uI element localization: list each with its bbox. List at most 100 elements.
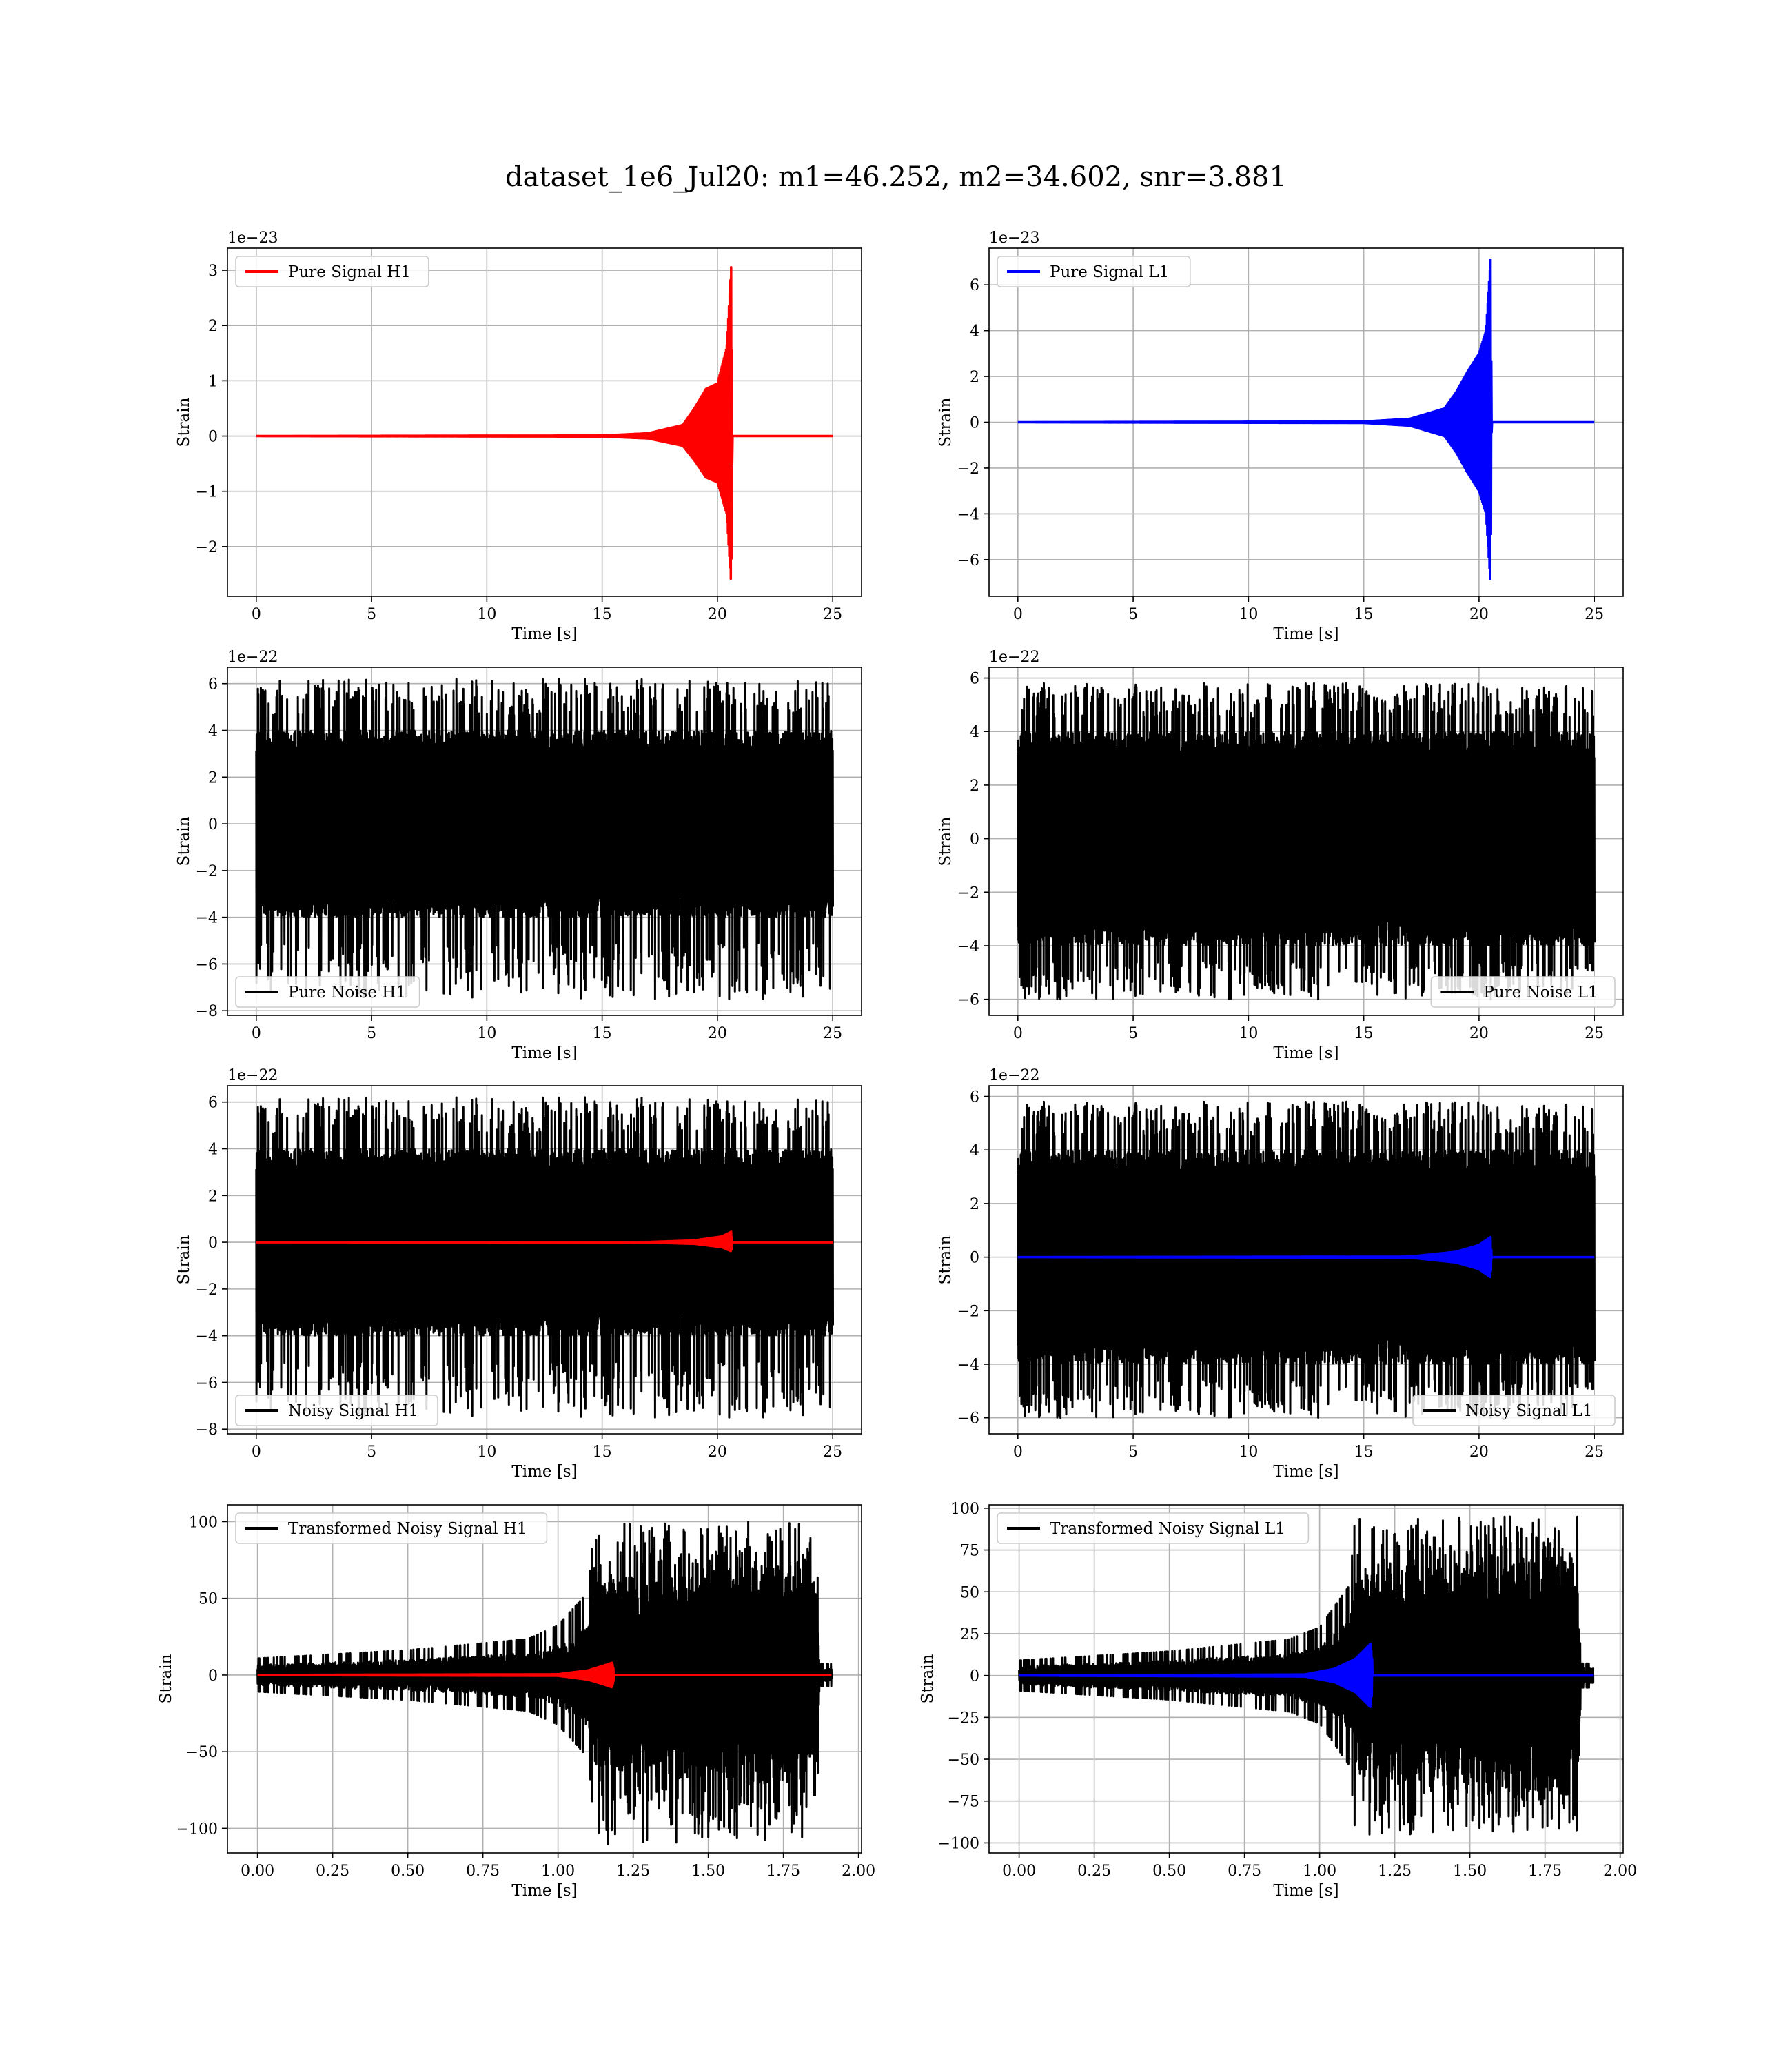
y-tick-label: −2 bbox=[957, 460, 979, 478]
legend-box bbox=[997, 1512, 1310, 1544]
series-line bbox=[1018, 1515, 1595, 1836]
y-tick-label: −4 bbox=[196, 910, 218, 927]
y-tick-label: 3 bbox=[208, 263, 218, 280]
x-tick-label: 25 bbox=[823, 1443, 842, 1461]
x-tick-label: 0 bbox=[1013, 1025, 1023, 1042]
legend-box bbox=[1430, 976, 1616, 1008]
x-tick-label: 10 bbox=[477, 606, 496, 623]
noisy-signal-h1-axes: 0 5 10 15 20 25 −8 −6 −4 −2 0 2 4 6 Time [s] Strain 1e−2… bbox=[175, 1067, 862, 1481]
x-tick-label: 10 bbox=[477, 1025, 496, 1042]
x-tick-label: 20 bbox=[1469, 606, 1489, 623]
transformed-noisy-signal-l1-plot-area bbox=[1018, 1515, 1595, 1836]
legend: Pure Noise L1 bbox=[1430, 976, 1616, 1008]
x-axis-label: Time [s] bbox=[1273, 1463, 1338, 1481]
x-tick-label: 5 bbox=[367, 606, 376, 623]
y-tick-label: 6 bbox=[208, 676, 218, 693]
y-tick-label: −25 bbox=[948, 1710, 979, 1727]
x-tick-label: 1.00 bbox=[1303, 1863, 1336, 1880]
legend: Pure Noise H1 bbox=[235, 976, 420, 1008]
y-axis-label: Strain bbox=[175, 816, 193, 866]
x-tick-label: 5 bbox=[367, 1443, 376, 1461]
axis-offset-text: 1e−23 bbox=[989, 230, 1039, 247]
noisy-signal-l1-plot-area bbox=[1017, 1100, 1596, 1419]
y-tick-label: 0 bbox=[970, 1668, 979, 1685]
y-tick-label: −4 bbox=[957, 938, 979, 955]
series-line bbox=[1018, 1642, 1594, 1708]
x-tick-label: 10 bbox=[1239, 1025, 1258, 1042]
y-tick-label: 0 bbox=[208, 429, 218, 446]
x-tick-label: 20 bbox=[1469, 1443, 1489, 1461]
x-tick-label: 0.00 bbox=[1002, 1863, 1036, 1880]
y-axis-label: Strain bbox=[937, 1235, 955, 1284]
legend-label: Pure Signal H1 bbox=[288, 263, 411, 281]
y-tick-label: 0 bbox=[208, 1667, 218, 1685]
y-tick-label: −100 bbox=[938, 1835, 979, 1852]
x-tick-label: 15 bbox=[593, 1025, 612, 1042]
y-tick-label: 75 bbox=[960, 1543, 979, 1560]
axis-offset-text: 1e−22 bbox=[227, 1067, 278, 1084]
series-line bbox=[1017, 258, 1596, 581]
y-tick-label: 2 bbox=[208, 318, 218, 335]
legend-label: Transformed Noisy Signal H1 bbox=[288, 1520, 527, 1538]
pure-noise-h1-axes: 0 5 10 15 20 25 −8 −6 −4 −2 0 2 4 6 Time [s] Strain 1e−2… bbox=[175, 649, 862, 1062]
y-tick-label: 1 bbox=[208, 373, 218, 390]
axis-offset-text: 1e−22 bbox=[989, 649, 1039, 666]
y-tick-label: −1 bbox=[196, 484, 218, 501]
legend: Transformed Noisy Signal L1 bbox=[997, 1512, 1310, 1544]
x-tick-label: 5 bbox=[367, 1025, 376, 1042]
y-tick-label: −2 bbox=[957, 1303, 979, 1320]
legend-label: Noisy Signal H1 bbox=[288, 1402, 418, 1420]
pure-signal-h1-axes: 0 5 10 15 20 25 −2 −1 0 1 2 3 Time [s] Strain 1e−23 Pur… bbox=[175, 230, 862, 643]
y-axis-label: Strain bbox=[175, 397, 193, 447]
x-tick-label: 15 bbox=[1354, 1443, 1374, 1461]
legend-label: Pure Signal L1 bbox=[1050, 263, 1169, 281]
x-tick-label: 20 bbox=[1469, 1025, 1489, 1042]
y-tick-label: −6 bbox=[196, 1375, 218, 1392]
legend-label: Transformed Noisy Signal L1 bbox=[1050, 1520, 1285, 1538]
x-tick-label: 1.50 bbox=[691, 1863, 725, 1880]
y-tick-label: 6 bbox=[970, 277, 979, 294]
y-tick-label: −8 bbox=[196, 1421, 218, 1439]
series-core-band bbox=[1017, 757, 1595, 920]
y-tick-label: −6 bbox=[957, 552, 979, 569]
transformed-noisy-signal-l1-frame bbox=[988, 1504, 1624, 1854]
x-tick-label: 0 bbox=[1013, 1443, 1023, 1461]
x-tick-label: 15 bbox=[1354, 606, 1374, 623]
legend-box bbox=[235, 976, 420, 1008]
x-tick-label: 0 bbox=[252, 606, 261, 623]
y-tick-label: −6 bbox=[957, 992, 979, 1009]
y-tick-label: 6 bbox=[970, 671, 979, 688]
axis-offset-text: 1e−22 bbox=[989, 1067, 1039, 1084]
x-tick-label: 1.75 bbox=[766, 1863, 800, 1880]
legend: Transformed Noisy Signal H1 bbox=[235, 1512, 548, 1544]
x-tick-label: 0.75 bbox=[466, 1863, 500, 1880]
y-tick-label: −6 bbox=[957, 1410, 979, 1428]
x-tick-label: 25 bbox=[823, 606, 842, 623]
x-tick-label: 15 bbox=[593, 1443, 612, 1461]
y-tick-label: 2 bbox=[970, 1196, 979, 1213]
x-axis-label: Time [s] bbox=[511, 1044, 577, 1062]
y-axis-label: Strain bbox=[937, 816, 955, 866]
y-tick-label: 2 bbox=[970, 369, 979, 386]
y-axis-label: Strain bbox=[919, 1654, 937, 1703]
x-tick-label: 10 bbox=[477, 1443, 496, 1461]
transformed-noisy-signal-h1-frame bbox=[227, 1504, 862, 1854]
y-tick-label: 100 bbox=[189, 1514, 218, 1531]
x-tick-label: 15 bbox=[593, 606, 612, 623]
x-axis-label: Time [s] bbox=[511, 1882, 577, 1900]
x-tick-label: 0.25 bbox=[316, 1863, 349, 1880]
y-tick-label: 6 bbox=[970, 1089, 979, 1106]
y-tick-label: 6 bbox=[208, 1095, 218, 1112]
x-tick-label: 25 bbox=[1585, 606, 1604, 623]
legend: Noisy Signal H1 bbox=[235, 1395, 438, 1426]
pure-noise-l1-frame bbox=[988, 667, 1624, 1016]
y-tick-label: 2 bbox=[970, 778, 979, 795]
y-tick-label: −8 bbox=[196, 1003, 218, 1020]
pure-signal-h1-frame bbox=[227, 247, 862, 597]
x-tick-label: 20 bbox=[708, 606, 727, 623]
y-tick-label: −4 bbox=[957, 506, 979, 523]
x-tick-label: 5 bbox=[1128, 1443, 1138, 1461]
noisy-signal-h1-plot-area bbox=[255, 1096, 834, 1419]
y-tick-label: −75 bbox=[948, 1794, 979, 1811]
